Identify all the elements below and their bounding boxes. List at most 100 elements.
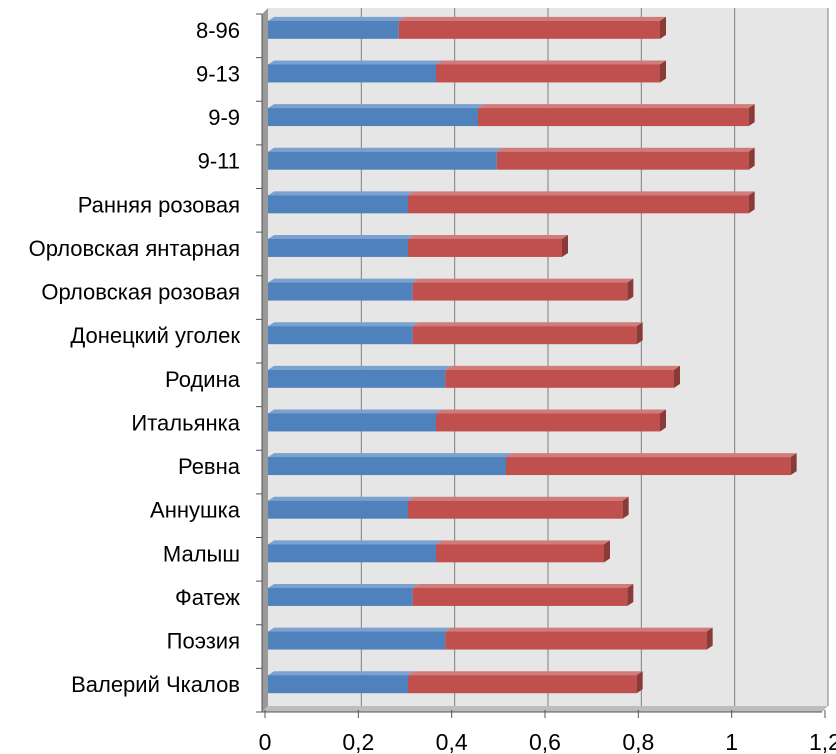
- category-label: Валерий Чкалов: [71, 672, 240, 697]
- bar-top-face: [268, 409, 442, 414]
- bar-front-face: [478, 108, 749, 127]
- category-label: Малыш: [163, 541, 240, 566]
- bar-front-face: [412, 587, 628, 606]
- bar-2-Ревна: [506, 453, 797, 476]
- bar-top-face: [268, 278, 419, 283]
- bar-top-face: [408, 234, 568, 239]
- bar-front-face: [268, 282, 413, 301]
- bar-2-Итальянка: [436, 409, 666, 432]
- bar-front-face: [398, 20, 660, 39]
- bar-top-face: [412, 278, 634, 283]
- category-label: Аннушка: [150, 498, 241, 523]
- bar-front-face: [445, 369, 674, 388]
- bar-1-Ранняя розовая: [268, 191, 414, 214]
- bar-1-Фатеж: [268, 583, 419, 606]
- bar-front-face: [506, 457, 791, 476]
- bar-top-face: [268, 627, 452, 632]
- bar-top-face: [478, 104, 755, 109]
- category-label: 9-13: [196, 61, 240, 86]
- bar-top-face: [506, 453, 797, 458]
- category-label: Орловская янтарная: [29, 236, 240, 261]
- bar-top-face: [445, 627, 713, 632]
- bar-2-Аннушка: [408, 496, 629, 519]
- category-label: 8-96: [196, 18, 240, 43]
- bar-top-face: [398, 16, 666, 21]
- bar-front-face: [408, 238, 562, 257]
- bar-front-face: [268, 64, 436, 83]
- bar-front-face: [436, 413, 660, 432]
- bar-2-Фатеж: [412, 583, 634, 606]
- bar-1-8-96: [268, 16, 405, 39]
- bar-1-Поэзия: [268, 627, 452, 650]
- bar-front-face: [268, 587, 413, 606]
- side-wall: [262, 8, 268, 712]
- bar-front-face: [408, 675, 637, 694]
- category-label: Донецкий уголек: [70, 323, 240, 348]
- bar-front-face: [408, 500, 623, 519]
- bar-front-face: [268, 108, 478, 127]
- bar-front-face: [268, 238, 408, 257]
- bar-top-face: [268, 540, 442, 545]
- bar-front-face: [496, 151, 749, 170]
- bar-front-face: [436, 64, 660, 83]
- bar-end-face: [660, 16, 666, 39]
- category-label: Фатеж: [175, 585, 240, 610]
- x-tick-label: 0,2: [342, 729, 374, 754]
- bar-top-face: [436, 60, 666, 65]
- bar-end-face: [636, 671, 643, 694]
- x-tick-label: 0,4: [436, 729, 468, 754]
- bar-1-9-13: [268, 60, 442, 83]
- bar-top-face: [268, 453, 512, 458]
- bar-end-face: [627, 583, 634, 606]
- bar-1-Аннушка: [268, 496, 414, 519]
- bar-top-face: [412, 583, 634, 588]
- bar-end-face: [562, 234, 568, 257]
- bar-front-face: [268, 151, 497, 170]
- bar-end-face: [627, 278, 634, 301]
- bar-1-9-11: [268, 147, 503, 170]
- bar-1-Родина: [268, 365, 452, 388]
- bar-front-face: [408, 195, 749, 214]
- bar-top-face: [268, 147, 503, 152]
- bar-top-face: [268, 60, 442, 65]
- x-tick-label: 0,8: [622, 729, 654, 754]
- bar-2-9-13: [436, 60, 666, 83]
- category-label: 9-9: [208, 105, 240, 130]
- bar-top-face: [436, 409, 666, 414]
- axes: [256, 13, 826, 718]
- category-label: Поэзия: [167, 629, 240, 654]
- category-label: Орловская розовая: [41, 280, 240, 305]
- bar-end-face: [622, 496, 629, 519]
- bar-2-Поэзия: [445, 627, 713, 650]
- bar-front-face: [412, 282, 628, 301]
- bar-2-Орловская розовая: [412, 278, 634, 301]
- bar-front-face: [268, 675, 408, 694]
- bar-2-Ранняя розовая: [408, 191, 755, 214]
- category-label: Родина: [165, 367, 241, 392]
- bar-end-face: [790, 453, 797, 476]
- bar-1-Орловская розовая: [268, 278, 419, 301]
- bar-front-face: [268, 457, 506, 476]
- x-tick-label: 1,2: [809, 729, 836, 754]
- bar-front-face: [268, 369, 446, 388]
- bar-top-face: [268, 365, 452, 370]
- bar-front-face: [268, 544, 436, 563]
- bar-end-face: [636, 322, 643, 345]
- bar-2-9-11: [496, 147, 755, 170]
- bar-top-face: [268, 671, 414, 676]
- x-tick-label: 1: [725, 729, 738, 754]
- category-label: 9-11: [198, 149, 240, 174]
- x-tick-label: 0,6: [529, 729, 561, 754]
- bar-1-9-9: [268, 104, 484, 127]
- bar-end-face: [706, 627, 713, 650]
- bar-top-face: [268, 322, 419, 327]
- x-tick-label: 0: [259, 729, 272, 754]
- bars-group: [268, 16, 797, 694]
- bar-2-Малыш: [436, 540, 610, 563]
- bar-1-Орловская янтарная: [268, 234, 414, 257]
- bar-top-face: [408, 191, 755, 196]
- bar-1-Валерий Чкалов: [268, 671, 414, 694]
- bar-end-face: [748, 191, 755, 214]
- bar-end-face: [748, 147, 755, 170]
